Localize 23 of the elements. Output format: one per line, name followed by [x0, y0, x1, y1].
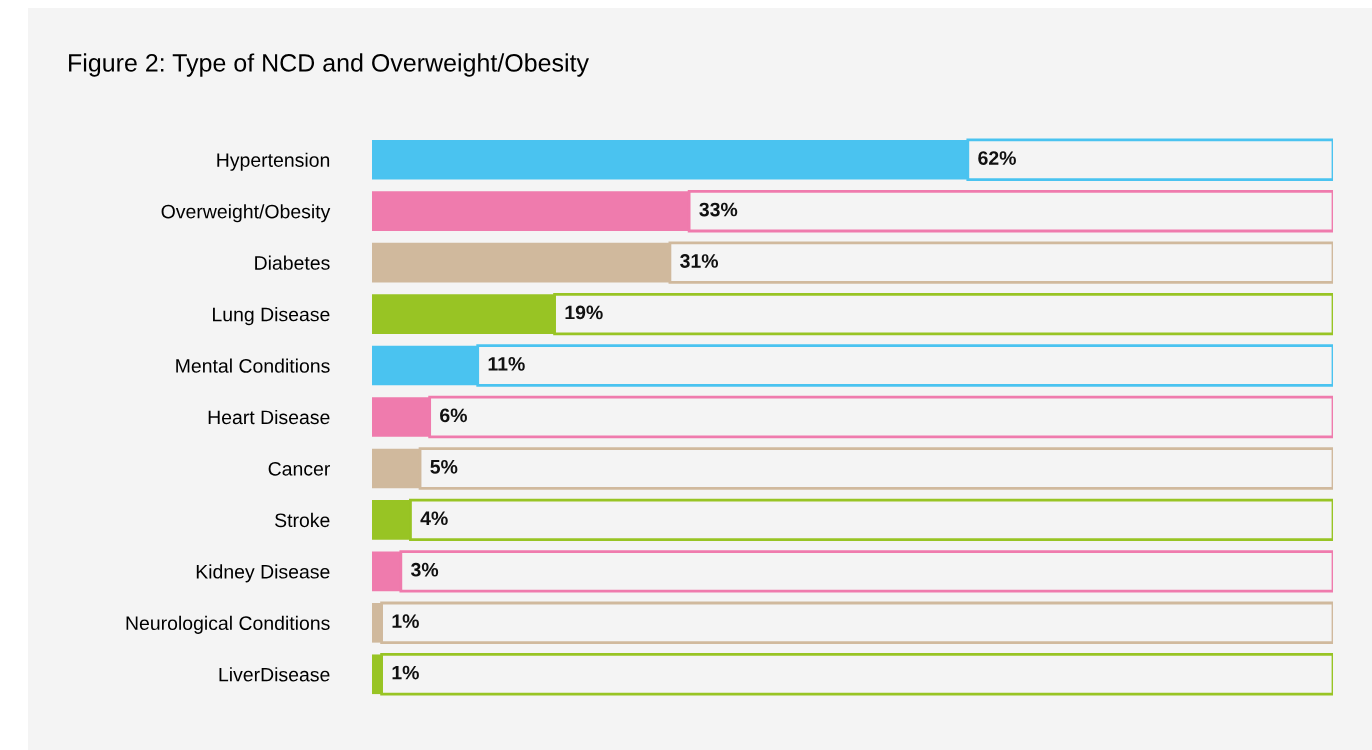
- y-tick-label: Stroke: [275, 512, 330, 528]
- data-label: 6%: [440, 408, 467, 423]
- data-label: 33%: [699, 202, 738, 217]
- y-tick-label: Kidney Disease: [196, 564, 330, 583]
- chart-title: Figure 2: Type of NCD and Overweight/Obesity: [69, 53, 589, 77]
- data-label: 11%: [488, 357, 525, 371]
- data-label: 1%: [392, 614, 419, 628]
- data-label: 4%: [420, 511, 448, 526]
- y-tick-label: LiverDisease: [219, 667, 330, 682]
- data-label: 1%: [392, 665, 419, 680]
- y-tick-label: Cancer: [268, 461, 331, 476]
- y-tick-label: Heart Disease: [208, 409, 330, 425]
- data-label: 5%: [430, 459, 458, 474]
- data-label: 62%: [978, 151, 1016, 165]
- y-tick-label: Lung Disease: [213, 307, 330, 326]
- data-label: 19%: [565, 305, 603, 320]
- data-label: 31%: [680, 254, 719, 268]
- y-tick-label: Hypertension: [217, 152, 330, 171]
- data-label: 3%: [411, 562, 439, 577]
- y-tick-label: Overweight/Obesity: [161, 204, 331, 223]
- y-tick-label: Neurological Conditions: [126, 615, 330, 634]
- y-tick-label: Diabetes: [255, 255, 330, 270]
- y-tick-label: Mental Conditions: [176, 358, 330, 373]
